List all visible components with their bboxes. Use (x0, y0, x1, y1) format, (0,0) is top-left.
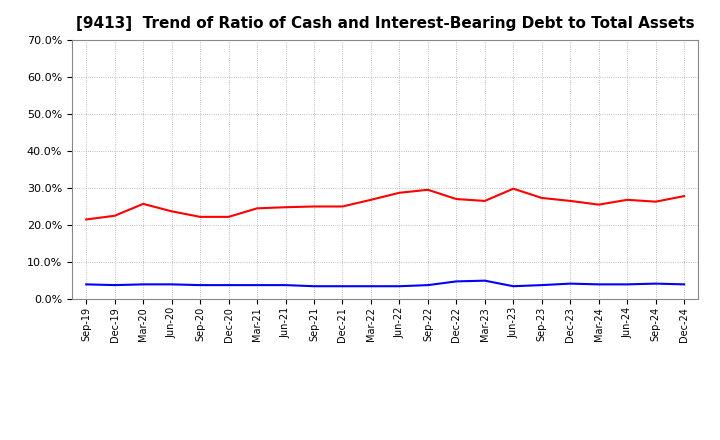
Cash (537, 195, 546, 201)
Interest-Bearing Debt (310, 284, 318, 289)
Cash (680, 194, 688, 199)
Interest-Bearing Debt (680, 282, 688, 287)
Cash (310, 204, 318, 209)
Cash (167, 209, 176, 214)
Interest-Bearing Debt (537, 282, 546, 288)
Interest-Bearing Debt (652, 281, 660, 286)
Interest-Bearing Debt (282, 282, 290, 288)
Cash (423, 187, 432, 192)
Interest-Bearing Debt (452, 279, 461, 284)
Interest-Bearing Debt (139, 282, 148, 287)
Cash (595, 202, 603, 207)
Interest-Bearing Debt (196, 282, 204, 288)
Interest-Bearing Debt (253, 282, 261, 288)
Line: Interest-Bearing Debt: Interest-Bearing Debt (86, 281, 684, 286)
Interest-Bearing Debt (480, 278, 489, 283)
Interest-Bearing Debt (509, 284, 518, 289)
Cash (110, 213, 119, 218)
Interest-Bearing Debt (225, 282, 233, 288)
Cash (452, 196, 461, 202)
Interest-Bearing Debt (167, 282, 176, 287)
Interest-Bearing Debt (110, 282, 119, 288)
Cash (82, 217, 91, 222)
Line: Cash: Cash (86, 189, 684, 220)
Title: [9413]  Trend of Ratio of Cash and Interest-Bearing Debt to Total Assets: [9413] Trend of Ratio of Cash and Intere… (76, 16, 695, 32)
Interest-Bearing Debt (566, 281, 575, 286)
Cash (139, 201, 148, 206)
Cash (566, 198, 575, 204)
Interest-Bearing Debt (423, 282, 432, 288)
Interest-Bearing Debt (366, 284, 375, 289)
Interest-Bearing Debt (395, 284, 404, 289)
Interest-Bearing Debt (595, 282, 603, 287)
Cash (338, 204, 347, 209)
Cash (480, 198, 489, 204)
Interest-Bearing Debt (338, 284, 347, 289)
Cash (395, 190, 404, 195)
Cash (509, 186, 518, 191)
Cash (253, 205, 261, 211)
Cash (196, 214, 204, 220)
Cash (652, 199, 660, 204)
Cash (366, 197, 375, 202)
Cash (225, 214, 233, 220)
Cash (623, 197, 631, 202)
Interest-Bearing Debt (82, 282, 91, 287)
Interest-Bearing Debt (623, 282, 631, 287)
Cash (282, 205, 290, 210)
